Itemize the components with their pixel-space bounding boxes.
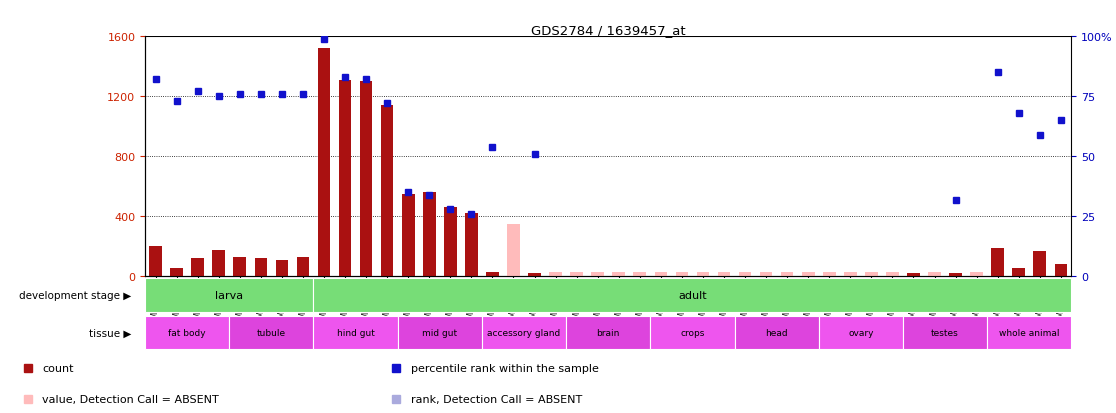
Text: count: count xyxy=(42,363,74,373)
Text: tissue ▶: tissue ▶ xyxy=(89,328,132,337)
Bar xyxy=(254,259,267,277)
Bar xyxy=(988,316,1071,349)
Bar xyxy=(734,316,819,349)
Bar xyxy=(739,272,751,277)
Bar xyxy=(1012,268,1026,277)
Bar xyxy=(570,272,583,277)
Bar xyxy=(212,251,225,277)
Bar xyxy=(675,273,689,277)
Bar xyxy=(359,82,373,277)
Bar xyxy=(802,273,815,277)
Bar xyxy=(613,273,625,277)
Bar xyxy=(654,273,667,277)
Bar xyxy=(886,272,898,277)
Text: tubule: tubule xyxy=(257,328,286,337)
Bar xyxy=(402,195,414,277)
Bar xyxy=(718,273,730,277)
Bar xyxy=(822,272,836,277)
Text: head: head xyxy=(766,328,788,337)
Text: fat body: fat body xyxy=(169,328,206,337)
Bar xyxy=(844,272,857,277)
Bar xyxy=(339,81,352,277)
Text: accessory gland: accessory gland xyxy=(488,328,560,337)
Bar xyxy=(381,106,394,277)
Bar xyxy=(314,316,397,349)
Bar xyxy=(929,272,941,277)
Bar xyxy=(549,272,562,277)
Bar xyxy=(696,272,710,277)
Bar xyxy=(444,208,456,277)
Bar xyxy=(970,273,983,277)
Bar xyxy=(781,272,793,277)
Bar xyxy=(229,316,314,349)
Bar xyxy=(1055,265,1067,277)
Bar xyxy=(528,273,541,277)
Bar xyxy=(907,273,920,277)
Text: value, Detection Call = ABSENT: value, Detection Call = ABSENT xyxy=(42,394,219,404)
Bar xyxy=(822,273,836,277)
Text: testes: testes xyxy=(931,328,959,337)
Bar xyxy=(145,316,229,349)
Bar xyxy=(570,273,583,277)
Bar xyxy=(318,49,330,277)
Text: percentile rank within the sample: percentile rank within the sample xyxy=(411,363,598,373)
Bar xyxy=(192,259,204,277)
Bar xyxy=(423,193,435,277)
Text: larva: larva xyxy=(215,290,243,300)
Bar xyxy=(613,272,625,277)
Text: rank, Detection Call = ABSENT: rank, Detection Call = ABSENT xyxy=(411,394,581,404)
Bar xyxy=(865,272,877,277)
Bar xyxy=(233,257,247,277)
Text: brain: brain xyxy=(597,328,619,337)
Bar xyxy=(760,273,772,277)
Bar xyxy=(549,273,562,277)
Bar xyxy=(482,316,566,349)
Text: whole animal: whole animal xyxy=(999,328,1059,337)
Bar xyxy=(314,278,1071,312)
Bar xyxy=(651,316,734,349)
Bar xyxy=(696,273,710,277)
Bar xyxy=(865,273,877,277)
Title: GDS2784 / 1639457_at: GDS2784 / 1639457_at xyxy=(531,24,685,37)
Bar xyxy=(970,272,983,277)
Text: hind gut: hind gut xyxy=(337,328,375,337)
Bar xyxy=(634,273,646,277)
Bar xyxy=(950,273,962,277)
Bar xyxy=(145,278,314,312)
Text: development stage ▶: development stage ▶ xyxy=(19,290,132,300)
Bar xyxy=(781,273,793,277)
Bar xyxy=(566,316,651,349)
Bar xyxy=(844,273,857,277)
Bar xyxy=(397,316,482,349)
Bar xyxy=(591,272,604,277)
Bar xyxy=(507,273,520,277)
Bar xyxy=(507,224,520,277)
Bar xyxy=(718,272,730,277)
Bar xyxy=(654,272,667,277)
Bar xyxy=(634,272,646,277)
Text: adult: adult xyxy=(679,290,706,300)
Bar xyxy=(991,248,1004,277)
Bar xyxy=(739,273,751,277)
Bar xyxy=(819,316,903,349)
Bar xyxy=(903,316,988,349)
Bar xyxy=(297,257,309,277)
Bar xyxy=(802,272,815,277)
Bar xyxy=(760,272,772,277)
Bar xyxy=(150,247,162,277)
Bar xyxy=(1033,251,1046,277)
Bar xyxy=(487,272,499,277)
Bar xyxy=(929,273,941,277)
Text: mid gut: mid gut xyxy=(422,328,458,337)
Bar xyxy=(171,268,183,277)
Bar xyxy=(465,214,478,277)
Text: crops: crops xyxy=(681,328,704,337)
Bar xyxy=(675,272,689,277)
Bar xyxy=(591,273,604,277)
Bar xyxy=(276,260,288,277)
Text: ovary: ovary xyxy=(848,328,874,337)
Bar xyxy=(886,273,898,277)
